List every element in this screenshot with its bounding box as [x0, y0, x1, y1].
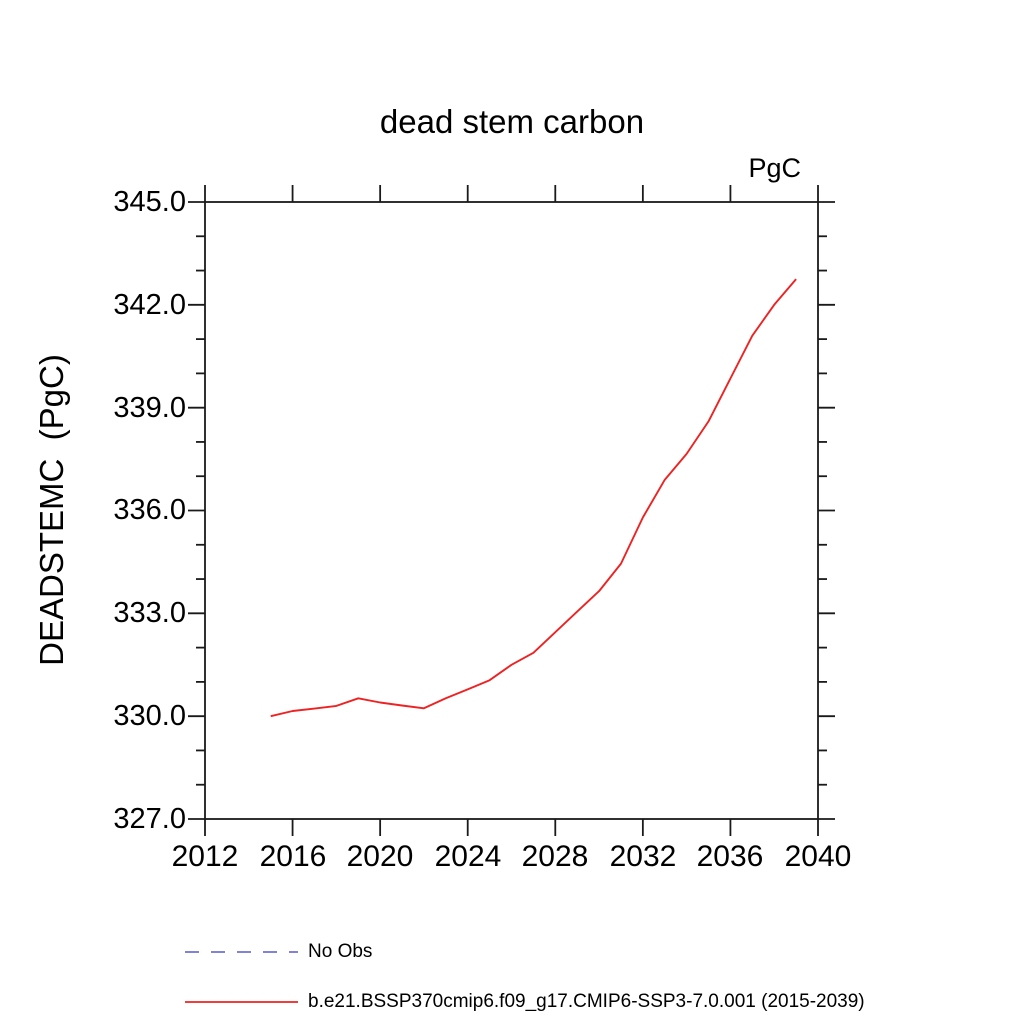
- x-tick-label: 2016: [259, 840, 327, 873]
- y-tick-label: 336.0: [113, 494, 186, 526]
- chart-title: dead stem carbon: [379, 103, 645, 140]
- axis-ticks: [188, 185, 835, 836]
- series-line-red: [270, 278, 797, 718]
- y-tick-label: 333.0: [113, 597, 186, 629]
- x-tick-label: 2036: [696, 840, 764, 873]
- legend-label-noobs: No Obs: [308, 941, 373, 962]
- x-tick-label: 2012: [171, 840, 239, 873]
- x-tick-label: 2040: [784, 840, 852, 873]
- y-tick-label: 342.0: [113, 289, 186, 321]
- x-tick-label: 2024: [434, 840, 502, 873]
- y-tick-label: 339.0: [113, 392, 186, 424]
- y-tick-label: 327.0: [113, 803, 186, 835]
- y-tick-label: 345.0: [113, 186, 186, 218]
- y-tick-label: 330.0: [113, 700, 186, 732]
- plot-frame: [204, 201, 819, 820]
- x-tick-label: 2032: [609, 840, 677, 873]
- x-tick-label: 2028: [521, 840, 589, 873]
- unit-label: PgC: [748, 153, 801, 183]
- y-axis-title: DEADSTEMC (PgC): [33, 354, 70, 666]
- x-tick-label: 2020: [346, 840, 414, 873]
- legend-label-model: b.e21.BSSP370cmip6.f09_g17.CMIP6-SSP3-7.…: [308, 991, 865, 1012]
